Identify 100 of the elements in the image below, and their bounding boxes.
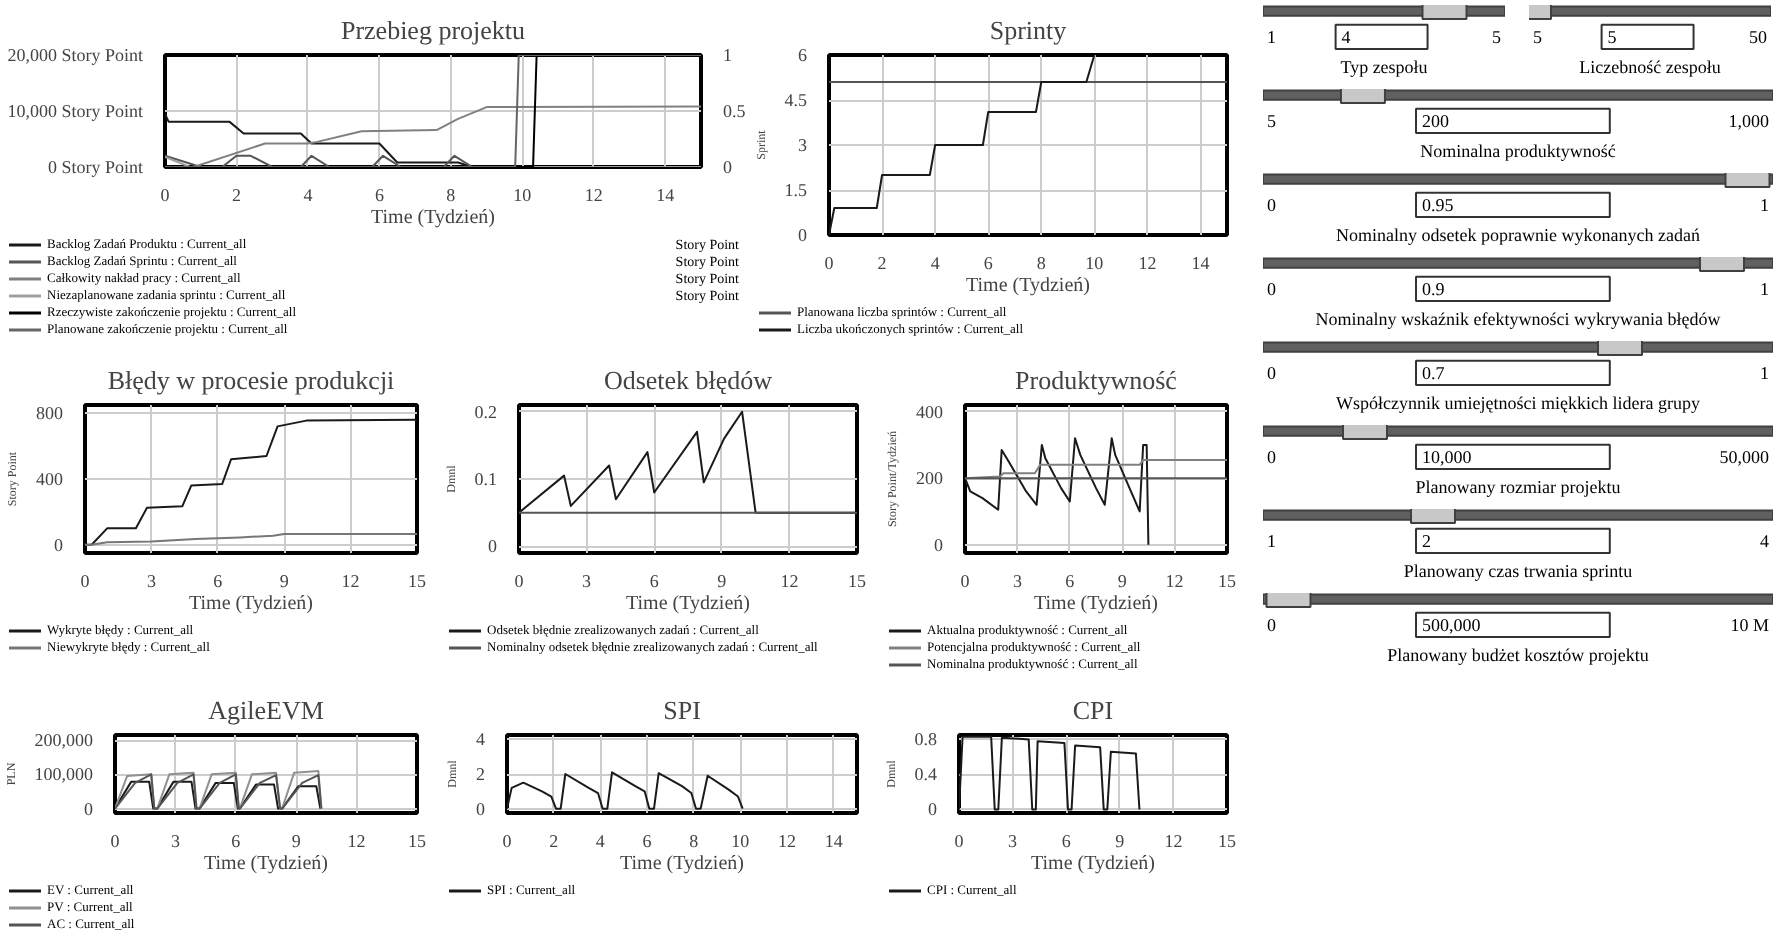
x-tick-label: 15 xyxy=(408,571,427,591)
x-tick-label: 6 xyxy=(231,831,242,851)
x-tick-label: 14 xyxy=(656,185,676,205)
data-label: 0.9 xyxy=(1422,278,1446,299)
text: Liczebność zespołu xyxy=(1579,57,1722,78)
x-axis-title: Time (Tydzień) xyxy=(1034,593,1158,615)
y-tick-label: 4.5 xyxy=(784,90,808,110)
y2-tick-label: 1 xyxy=(723,45,732,65)
x-tick-label: 6 xyxy=(374,185,385,205)
y-tick-label: 0 xyxy=(934,534,944,555)
y-tick-label: 800 xyxy=(36,403,64,424)
y-tick-label: 0 xyxy=(84,798,94,819)
data-label: 10 M xyxy=(1730,614,1770,635)
x-tick-label: 15 xyxy=(848,571,867,591)
x-tick-label: 12 xyxy=(1164,831,1183,851)
text: Planowany czas trwania sprintu xyxy=(1403,561,1634,582)
y-tick-label: 20,000 Story Point xyxy=(7,45,144,65)
data-label: 50,000 xyxy=(1719,446,1770,467)
y-tick-label: 0 Story Point xyxy=(47,157,144,177)
y-tick-label: 0.4 xyxy=(914,764,938,785)
data-label: 1 xyxy=(1760,194,1769,215)
data-label: 5 xyxy=(1492,26,1502,47)
x-axis-title: Time (Tydzień) xyxy=(966,275,1090,297)
x-tick-label: 6 xyxy=(1065,571,1076,591)
x-tick-label: 10 xyxy=(731,831,751,851)
chart-title: Produktywność xyxy=(1015,365,1178,395)
data-label: 0.95 xyxy=(1422,194,1455,215)
y-tick-label: 4 xyxy=(476,729,486,750)
y2-tick-label: 0.5 xyxy=(723,101,747,121)
chart-title: Błędy w procesie produkcji xyxy=(107,365,396,395)
chart-title: Odsetek błędów xyxy=(603,365,774,395)
data-label: 5 xyxy=(1267,110,1277,131)
text: Nominalny wskaźnik efektywności wykrywania błędów xyxy=(1315,309,1722,330)
data-label: 1 xyxy=(1267,26,1276,47)
data-label: 5 xyxy=(1533,26,1543,47)
text: Planowany rozmiar projektu xyxy=(1415,477,1622,498)
x-tick-label: 12 xyxy=(584,185,603,205)
y-tick-label: 0 xyxy=(798,225,808,245)
x-tick-label: 0 xyxy=(514,571,525,591)
y-tick-label: 0.2 xyxy=(474,401,497,422)
data-label: 200 xyxy=(1422,110,1450,131)
x-axis-title: Time (Tydzień) xyxy=(371,207,495,229)
x-tick-label: 2 xyxy=(231,185,241,205)
x-tick-label: 3 xyxy=(1008,831,1019,851)
chart-title: SPI xyxy=(663,695,701,725)
x-tick-label: 9 xyxy=(1117,571,1128,591)
x-tick-label: 9 xyxy=(279,571,290,591)
y-tick-label: 0 xyxy=(476,798,486,819)
x-tick-label: 6 xyxy=(649,571,660,591)
x-tick-label: 6 xyxy=(642,831,653,851)
data-label: 10,000 xyxy=(1422,446,1473,467)
y-tick-label: 200 xyxy=(916,468,944,489)
x-tick-label: 8 xyxy=(1036,253,1047,273)
data-label: 0 xyxy=(1267,614,1277,635)
x-tick-label: 0 xyxy=(960,571,971,591)
x-tick-label: 12 xyxy=(341,571,360,591)
x-tick-label: 6 xyxy=(213,571,224,591)
y-tick-label: 0.1 xyxy=(474,469,497,489)
y-tick-label: 0 xyxy=(54,534,64,555)
y-tick-label: 10,000 Story Point xyxy=(7,101,144,121)
data-label: 5 xyxy=(1607,26,1618,47)
text: Nominalny odsetek poprawnie wykonanych zadań xyxy=(1336,225,1701,246)
x-tick-label: 9 xyxy=(291,831,302,851)
x-tick-label: 14 xyxy=(1191,253,1211,273)
text: Współczynnik umiejętności miękkich lidera grupy xyxy=(1336,393,1701,414)
x-tick-label: 0 xyxy=(502,831,513,851)
y-tick-label: 100,000 xyxy=(34,764,94,785)
chart-title: Przebieg projektu xyxy=(340,15,527,45)
x-tick-label: 12 xyxy=(347,831,366,851)
x-tick-label: 12 xyxy=(1165,571,1184,591)
line-series xyxy=(965,437,1150,546)
x-tick-label: 6 xyxy=(983,253,994,273)
x-tick-label: 2 xyxy=(549,831,559,851)
x-tick-label: 3 xyxy=(146,571,157,591)
data-label: 0 xyxy=(1267,278,1277,299)
line-series xyxy=(507,771,744,810)
data-label: 1 xyxy=(1760,362,1769,383)
x-tick-label: 2 xyxy=(877,253,887,273)
text: Nominalna produktywność xyxy=(1420,141,1616,162)
x-tick-label: 12 xyxy=(1138,253,1157,273)
text: Typ zespołu xyxy=(1340,57,1429,78)
x-tick-label: 4 xyxy=(595,831,606,851)
x-tick-label: 0 xyxy=(110,831,121,851)
x-tick-label: 9 xyxy=(717,571,728,591)
chart-title: CPI xyxy=(1072,695,1114,725)
y-tick-label: 400 xyxy=(36,469,64,489)
y-tick-label: 3 xyxy=(798,135,808,155)
x-tick-label: 12 xyxy=(778,831,796,851)
y-tick-label: 6 xyxy=(798,45,808,65)
data-label: 1,000 xyxy=(1728,110,1770,131)
y-tick-label: 400 xyxy=(916,401,944,422)
line-series xyxy=(115,780,322,810)
x-axis-title: Time (Tydzień) xyxy=(626,593,750,615)
data-label: 500,000 xyxy=(1422,614,1482,635)
x-tick-label: 3 xyxy=(582,571,593,591)
chart-title: Sprinty xyxy=(989,15,1068,45)
line-series xyxy=(829,55,1096,235)
x-tick-label: 10 xyxy=(513,185,533,205)
y-tick-label: 0 xyxy=(928,799,938,820)
y-tick-label: 0 xyxy=(488,536,498,557)
